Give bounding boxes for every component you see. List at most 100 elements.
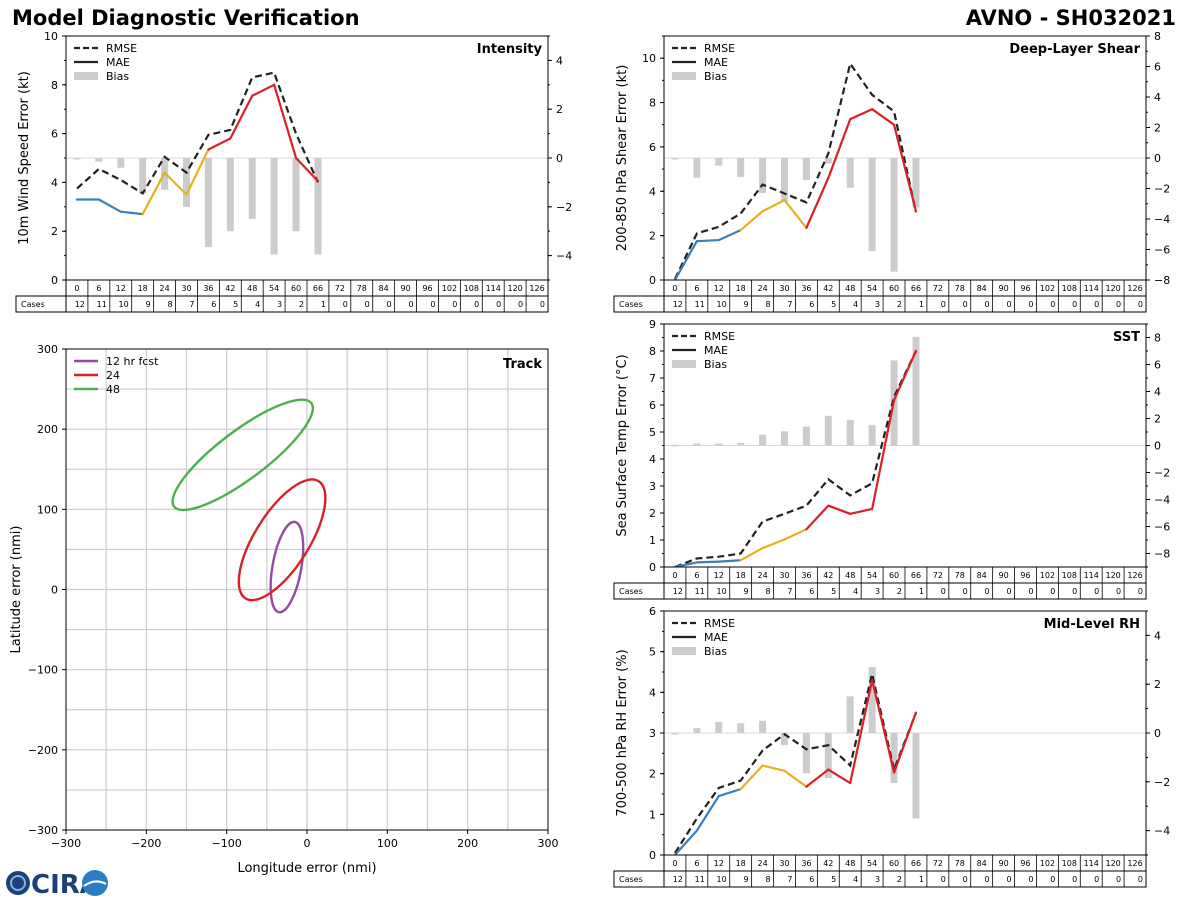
intensity-case-cell: 0	[343, 300, 348, 309]
shear-ylabel: 200-850 hPa Shear Error (kt)	[615, 65, 630, 252]
shear-y2tick-label: 2	[1154, 122, 1161, 135]
shear-case-cell: 1	[919, 300, 924, 309]
sst-case-cell: 1	[919, 587, 924, 596]
satellite-badge-icon	[82, 870, 108, 896]
legend-bias-swatch	[74, 72, 98, 80]
shear-case-cell: 0	[1072, 300, 1077, 309]
sst-y2tick-label: 4	[1154, 386, 1161, 399]
shear-bias-bar	[868, 158, 876, 252]
rh-bias-bar	[737, 723, 745, 733]
shear-hour-cell: 126	[1127, 284, 1142, 293]
rh-case-cell: 0	[1072, 875, 1077, 884]
intensity-rmse-line	[76, 71, 320, 195]
intensity-bias-bar	[95, 158, 103, 162]
sst-mae-segment	[849, 507, 874, 515]
track-xtick-label: 100	[377, 837, 398, 850]
shear-mae-segment	[695, 238, 720, 243]
shear-rmse-line	[674, 61, 918, 280]
rh-bias-bar	[912, 733, 920, 819]
sst-hour-cell: 42	[823, 571, 833, 580]
intensity-title: Intensity	[477, 42, 543, 57]
shear-bias-bar	[890, 158, 898, 272]
rh-ytick-label: 0	[649, 849, 656, 862]
shear-mae-segment	[892, 123, 918, 213]
rh-case-cell: 8	[765, 875, 770, 884]
shear-hour-cell: 48	[845, 284, 855, 293]
rh-mae-segment	[849, 679, 874, 785]
intensity-case-cell: 9	[146, 300, 151, 309]
shear-case-cell: 12	[673, 300, 683, 309]
intensity-bias-bar	[314, 158, 322, 255]
track-ytick-label: 300	[37, 343, 58, 356]
sst-mae-segment	[717, 559, 742, 563]
intensity-case-cell: 10	[119, 300, 129, 309]
intensity-ytick-label: 0	[51, 274, 58, 287]
intensity-y2tick-label: −4	[556, 250, 572, 263]
intensity-cases-label: Cases	[21, 300, 45, 309]
rh-bias-bar	[890, 733, 898, 784]
intensity-case-cell: 0	[540, 300, 545, 309]
sst-mae-segment	[673, 561, 698, 569]
rh-case-cell: 0	[941, 875, 946, 884]
shear-mae-segment	[849, 108, 874, 121]
rh-hour-cell: 60	[889, 859, 899, 868]
rh-hour-cell: 66	[911, 859, 921, 868]
shear-bias-bar	[671, 158, 679, 160]
intensity-hour-cell: 42	[225, 284, 235, 293]
intensity-ylabel: 10m Wind Speed Error (kt)	[17, 71, 32, 245]
sst-case-cell: 8	[765, 587, 770, 596]
intensity-case-cell: 8	[167, 300, 172, 309]
sst-y2tick-label: 2	[1154, 413, 1161, 426]
rh-rmse-line	[674, 673, 918, 854]
shear-bias-bar	[759, 158, 767, 194]
track-ytick-label: −300	[28, 824, 58, 837]
shear-mae-segment	[871, 108, 896, 126]
shear-bias-bar	[846, 158, 854, 188]
sst-bias-bar	[868, 425, 876, 446]
track-xtick-label: 0	[304, 837, 311, 850]
rh-hour-cell: 36	[801, 859, 811, 868]
sst-hour-cell: 90	[998, 571, 1008, 580]
shear-case-cell: 3	[875, 300, 880, 309]
sst-case-cell: 0	[985, 587, 990, 596]
sst-case-cell: 0	[1006, 587, 1011, 596]
rh-y2tick-label: 2	[1154, 678, 1161, 691]
sst-ylabel: Sea Surface Temp Error (°C)	[615, 354, 630, 536]
rh-cases-row	[613, 870, 1147, 888]
shear-hour-cell: 78	[955, 284, 965, 293]
rh-hour-cell: 84	[977, 859, 987, 868]
shear-hour-cell: 96	[1020, 284, 1030, 293]
sst-hour-cell: 12	[714, 571, 724, 580]
rh-y2tick-label: 0	[1154, 727, 1161, 740]
rh-case-cell: 0	[1006, 875, 1011, 884]
rh-mae-segment	[805, 768, 830, 788]
intensity-case-cell: 3	[277, 300, 282, 309]
sst-mae-segment	[805, 504, 830, 531]
sst-hour-cell: 0	[672, 571, 677, 580]
intensity-case-cell: 5	[233, 300, 238, 309]
sst-case-cell: 10	[717, 587, 727, 596]
shear-hour-cell: 18	[736, 284, 746, 293]
sst-case-cell: 3	[875, 587, 880, 596]
sst-hour-cell: 30	[779, 571, 789, 580]
shear-bias-bar	[824, 158, 832, 164]
intensity-hour-cell: 48	[247, 284, 257, 293]
rh-ytick-label: 5	[649, 646, 656, 659]
page-title: Model Diagnostic Verification	[12, 6, 360, 30]
intensity-hour-cell: 12	[116, 284, 126, 293]
rh-hour-cell: 114	[1084, 859, 1099, 868]
intensity-y2tick-label: 4	[556, 54, 563, 67]
legend-bias-label: Bias	[704, 358, 727, 371]
rh-hour-cell: 18	[736, 859, 746, 868]
rh-case-cell: 12	[673, 875, 683, 884]
shear-case-cell: 8	[765, 300, 770, 309]
shear-title: Deep-Layer Shear	[1009, 42, 1140, 57]
sst-ytick-label: 1	[649, 534, 656, 547]
sst-y2tick-label: −8	[1154, 548, 1170, 561]
sst-hour-cell: 48	[845, 571, 855, 580]
intensity-bias-bar	[73, 158, 81, 160]
shear-cases-row	[613, 295, 1147, 313]
rh-hour-cell: 72	[933, 859, 943, 868]
